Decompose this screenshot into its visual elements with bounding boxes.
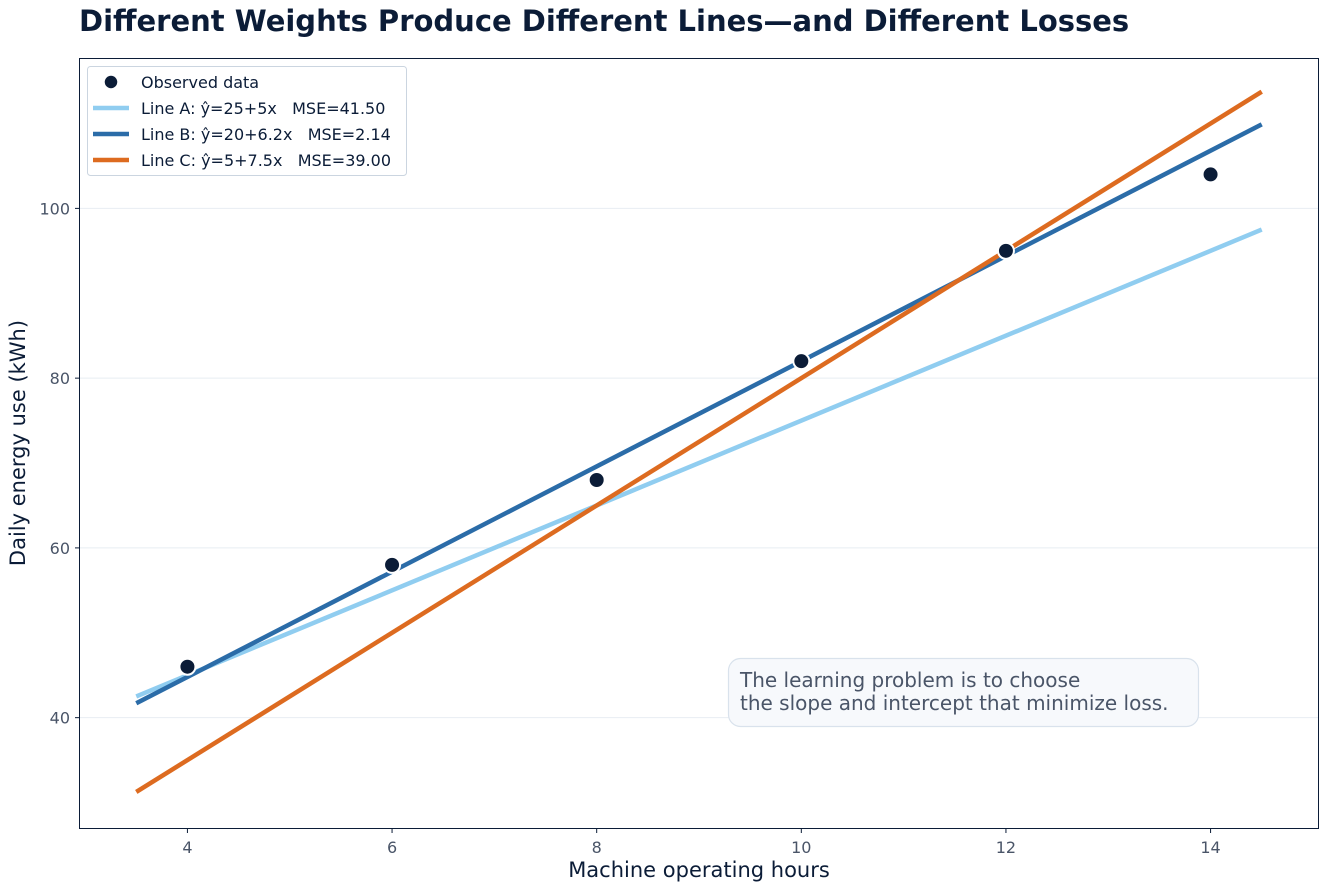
y-tick-label-60: 60 <box>50 539 70 558</box>
x-tick-label-12: 12 <box>996 838 1016 857</box>
data-point-5 <box>996 241 1015 260</box>
x-tick-label-8: 8 <box>592 838 602 857</box>
x-tick-label-10: 10 <box>791 838 811 857</box>
series-line-a <box>135 227 1263 699</box>
y-tick-label-80: 80 <box>50 369 70 388</box>
y-tick-label-40: 40 <box>50 709 70 728</box>
y-axis-label: Daily energy use (kWh) <box>6 320 30 566</box>
legend-box <box>87 66 407 176</box>
legend-label-c: Line C: ŷ=5+7.5x MSE=39.00 <box>141 151 391 170</box>
legend-marker-observed <box>103 74 119 90</box>
data-point-3 <box>587 470 606 489</box>
annotation-box <box>727 657 1200 728</box>
fit-lines <box>135 89 1263 794</box>
x-tick-label-14: 14 <box>1200 838 1220 857</box>
observed-points <box>178 165 1220 676</box>
annotation-line-2: the slope and intercept that minimize lo… <box>740 691 1169 715</box>
legend: Observed data Line A: ŷ=25+5x MSE=41.50 Li… <box>87 66 407 176</box>
data-point-1 <box>178 657 197 676</box>
series-line-c <box>135 89 1263 794</box>
y-tick-label-100: 100 <box>39 199 70 218</box>
legend-label-b: Line B: ŷ=20+6.2x MSE=2.14 <box>141 125 391 144</box>
x-axis-label: Machine operating hours <box>568 858 830 882</box>
annotation-line-1: The learning problem is to choose <box>739 668 1080 692</box>
data-point-4 <box>792 352 811 371</box>
legend-label-a: Line A: ŷ=25+5x MSE=41.50 <box>141 99 385 118</box>
data-point-6 <box>1201 165 1220 184</box>
series-line-b <box>135 122 1263 706</box>
x-tick-label-6: 6 <box>387 838 397 857</box>
x-axis-ticks: 4 6 8 10 12 14 <box>182 828 1221 857</box>
plot-frame <box>79 58 1319 829</box>
data-point-2 <box>383 555 402 574</box>
y-axis-ticks: 40 60 80 100 <box>39 199 80 728</box>
chart-title: Different Weights Produce Different Line… <box>79 4 1130 38</box>
x-tick-label-4: 4 <box>182 838 192 857</box>
legend-label-observed: Observed data <box>141 73 259 92</box>
annotation: The learning problem is to choose the sl… <box>727 657 1200 728</box>
